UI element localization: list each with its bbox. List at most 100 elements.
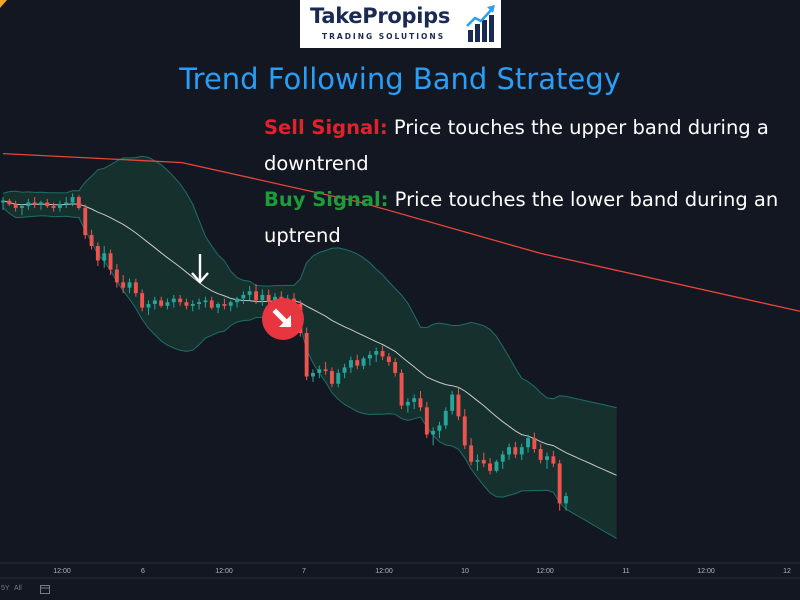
candle-body xyxy=(431,430,436,435)
candle-body xyxy=(386,356,391,362)
candle xyxy=(178,294,183,306)
candle-body xyxy=(83,207,88,236)
candle-body xyxy=(532,438,537,449)
candle-body xyxy=(89,235,94,246)
candle-body xyxy=(469,445,474,462)
x-tick-label: 12:00 xyxy=(53,568,71,575)
candle-body xyxy=(45,202,50,207)
candle xyxy=(146,300,151,315)
candle xyxy=(367,351,372,366)
down-arrow-icon xyxy=(191,254,209,284)
candles-group xyxy=(1,193,568,511)
logo: TakePropips TRADING SOLUTIONS xyxy=(300,0,501,48)
down-right-arrow-circle-icon xyxy=(262,298,304,340)
candle xyxy=(184,298,189,310)
candle xyxy=(241,291,246,304)
candle xyxy=(469,438,474,466)
candle xyxy=(456,387,461,420)
candle-body xyxy=(64,202,69,205)
middle-band xyxy=(2,200,617,476)
candle xyxy=(260,289,265,306)
candle xyxy=(330,367,334,388)
candle xyxy=(197,298,201,310)
candle-body xyxy=(475,459,480,462)
candle xyxy=(216,302,220,314)
candle-body xyxy=(121,282,126,288)
candle xyxy=(513,441,518,459)
candle-body xyxy=(330,371,334,384)
candle-body xyxy=(342,367,347,373)
candle-body xyxy=(519,447,524,455)
range-5y-button[interactable]: 5Y xyxy=(1,585,10,592)
candle xyxy=(386,352,391,366)
candle-body xyxy=(152,300,157,304)
candle-body xyxy=(95,246,100,261)
candle xyxy=(76,195,81,210)
x-tick-label: 12:00 xyxy=(697,568,715,575)
candle-body xyxy=(424,407,429,435)
candle xyxy=(393,358,398,377)
corner-marker-icon xyxy=(0,0,7,8)
candle xyxy=(165,298,170,310)
candle-body xyxy=(494,461,499,471)
candle xyxy=(83,204,88,239)
candle xyxy=(355,354,360,370)
candle-body xyxy=(557,463,562,504)
candle-body xyxy=(108,253,113,270)
candle xyxy=(152,296,157,310)
candle xyxy=(526,434,530,453)
x-tick-label: 11 xyxy=(622,568,630,575)
candle-body xyxy=(380,351,385,357)
candle-body xyxy=(412,398,417,402)
candle xyxy=(450,391,455,415)
x-tick-label: 12:00 xyxy=(536,568,554,575)
x-tick-label: 7 xyxy=(302,568,306,575)
candle xyxy=(7,198,12,207)
candle-body xyxy=(405,401,410,406)
candle-body xyxy=(393,362,398,373)
calendar-goto-icon[interactable] xyxy=(40,584,51,594)
page-title: Trend Following Band Strategy xyxy=(179,62,621,96)
candle-body xyxy=(526,438,530,448)
candle-body xyxy=(361,358,366,366)
candle xyxy=(45,198,50,208)
candle-body xyxy=(13,204,18,208)
candle xyxy=(70,193,75,207)
range-all-button[interactable]: All xyxy=(14,585,22,592)
candle-body xyxy=(456,394,461,417)
candle-body xyxy=(513,447,518,455)
candle-body xyxy=(184,302,189,306)
candle-body xyxy=(374,351,379,355)
candle-body xyxy=(171,298,176,303)
logo-tagline: TRADING SOLUTIONS xyxy=(322,32,446,41)
candle-body xyxy=(51,206,56,208)
candle xyxy=(418,391,423,411)
candle-body xyxy=(140,293,145,308)
upper-band xyxy=(2,155,617,409)
candle xyxy=(159,296,164,308)
candle-body xyxy=(241,294,246,299)
x-tick-label: 12 xyxy=(783,568,791,575)
candle xyxy=(190,300,195,312)
trend-line xyxy=(2,152,800,312)
candle-body xyxy=(197,302,201,304)
candle xyxy=(405,398,410,413)
sell-signal-description: Price touches the upper band during a do… xyxy=(264,116,769,175)
candle-body xyxy=(178,298,183,303)
candle-body xyxy=(500,454,505,462)
candle-body xyxy=(545,456,549,460)
candle xyxy=(89,229,94,250)
candle-body xyxy=(26,202,31,207)
candle-body xyxy=(564,496,568,504)
candle xyxy=(127,278,132,294)
candle-body xyxy=(58,204,62,208)
candle xyxy=(203,296,208,308)
candle xyxy=(424,401,429,439)
candle xyxy=(228,300,233,312)
candle-body xyxy=(1,200,5,203)
candle-body xyxy=(203,300,208,303)
logo-name: TakePropips xyxy=(310,4,451,28)
candle xyxy=(121,275,126,294)
candle xyxy=(399,369,404,410)
